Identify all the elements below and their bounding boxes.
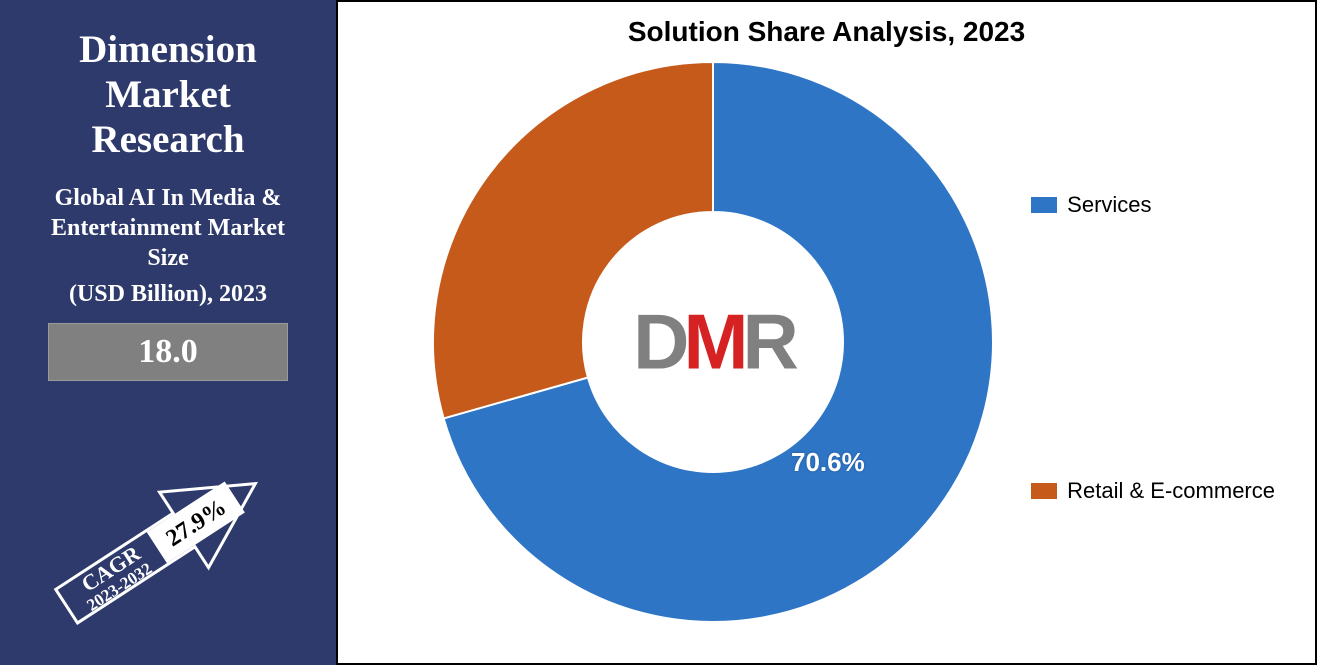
- subtitle-year: (USD Billion), 2023: [18, 279, 318, 309]
- arrow-icon: CAGR 2023-2032 27.9%: [30, 445, 310, 645]
- logo-letter-r: R: [742, 298, 792, 386]
- infographic-container: Dimension Market Research Global AI In M…: [0, 0, 1317, 665]
- subtitle-line: Entertainment Market: [18, 213, 318, 243]
- slice-value-label: 70.6%: [791, 447, 865, 478]
- legend-swatch: [1031, 197, 1057, 213]
- legend-label: Services: [1067, 192, 1151, 218]
- subtitle-line: Size: [18, 243, 318, 273]
- subtitle-line: Global AI In Media &: [18, 183, 318, 213]
- legend-label: Retail & E-commerce: [1067, 478, 1275, 504]
- chart-title: Solution Share Analysis, 2023: [338, 16, 1315, 48]
- legend-item: Retail & E-commerce: [1031, 478, 1275, 504]
- brand-line: Dimension: [18, 28, 318, 73]
- logo-letter-m: M: [684, 298, 743, 386]
- chart-panel: Solution Share Analysis, 2023 DMR 70.6% …: [336, 0, 1317, 665]
- chart-legend: Services Retail & E-commerce: [1031, 192, 1275, 504]
- brand-line: Research: [18, 118, 318, 163]
- market-subtitle: Global AI In Media & Entertainment Marke…: [18, 183, 318, 273]
- donut-chart: DMR 70.6%: [423, 52, 1003, 632]
- cagr-arrow: CAGR 2023-2032 27.9%: [30, 445, 310, 645]
- sidebar-panel: Dimension Market Research Global AI In M…: [0, 0, 336, 665]
- market-value: 18.0: [138, 333, 198, 371]
- logo-letter-d: D: [633, 298, 683, 386]
- legend-swatch: [1031, 483, 1057, 499]
- market-value-box: 18.0: [48, 323, 288, 381]
- brand-line: Market: [18, 73, 318, 118]
- legend-item: Services: [1031, 192, 1275, 218]
- brand-title: Dimension Market Research: [18, 28, 318, 163]
- center-logo: DMR: [633, 297, 793, 388]
